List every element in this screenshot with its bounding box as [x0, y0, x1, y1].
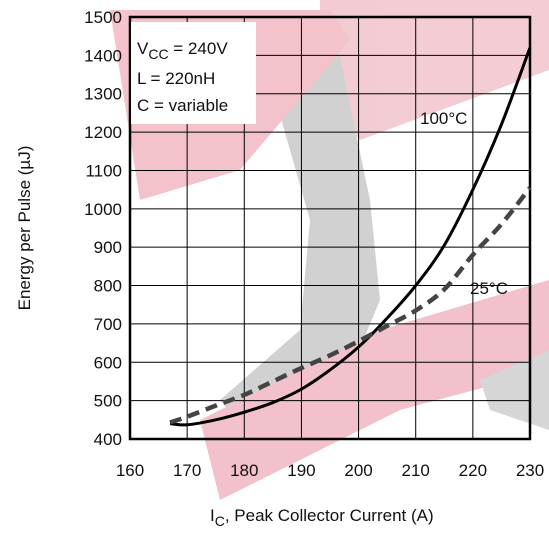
y-tick-label-3: 700 — [94, 315, 122, 334]
y-tick-label-2: 600 — [94, 353, 122, 372]
x-tick-label-3: 190 — [287, 461, 315, 480]
x-axis-ticks: 160 170 180 190 200 210 220 230 — [116, 461, 544, 480]
y-axis-ticks: 400 500 600 700 800 900 1000 1100 1200 1300 1400 15… — [84, 8, 122, 449]
vcc-annotation: VCC = 240V — [137, 39, 228, 62]
y-axis-title: Energy per Pulse (µJ) — [15, 146, 34, 311]
x-tick-label-7: 230 — [516, 461, 544, 480]
x-tick-label-1: 170 — [173, 461, 201, 480]
series-line-100c — [169, 47, 532, 427]
inductance-annotation: L = 220nH — [137, 69, 215, 88]
y-tick-label-7: 1100 — [85, 161, 122, 180]
series-label-25c: 25°C — [470, 279, 508, 298]
y-tick-label-11: 1500 — [84, 8, 122, 27]
y-tick-label-4: 800 — [94, 277, 122, 296]
plot-frame — [128, 15, 532, 441]
y-tick-label-9: 1300 — [84, 85, 122, 104]
x-tick-label-6: 220 — [459, 461, 487, 480]
y-tick-label-10: 1400 — [84, 46, 122, 65]
x-tick-label-0: 160 — [116, 461, 144, 480]
x-tick-label-5: 210 — [402, 461, 430, 480]
x-tick-label-4: 200 — [344, 461, 372, 480]
x-tick-label-2: 180 — [230, 461, 258, 480]
y-tick-label-0: 400 — [94, 430, 122, 449]
x-axis-title: IC, Peak Collector Current (A) — [210, 506, 434, 529]
series-line-25c — [169, 186, 532, 425]
y-tick-label-5: 900 — [94, 238, 122, 257]
series-label-100c: 100°C — [420, 109, 467, 128]
y-tick-label-8: 1200 — [84, 123, 122, 142]
y-tick-label-1: 500 — [94, 392, 122, 411]
series-group — [169, 47, 532, 427]
capacitance-annotation: C = variable — [137, 96, 228, 115]
y-tick-label-6: 1000 — [84, 200, 122, 219]
conditions-box — [131, 22, 256, 124]
